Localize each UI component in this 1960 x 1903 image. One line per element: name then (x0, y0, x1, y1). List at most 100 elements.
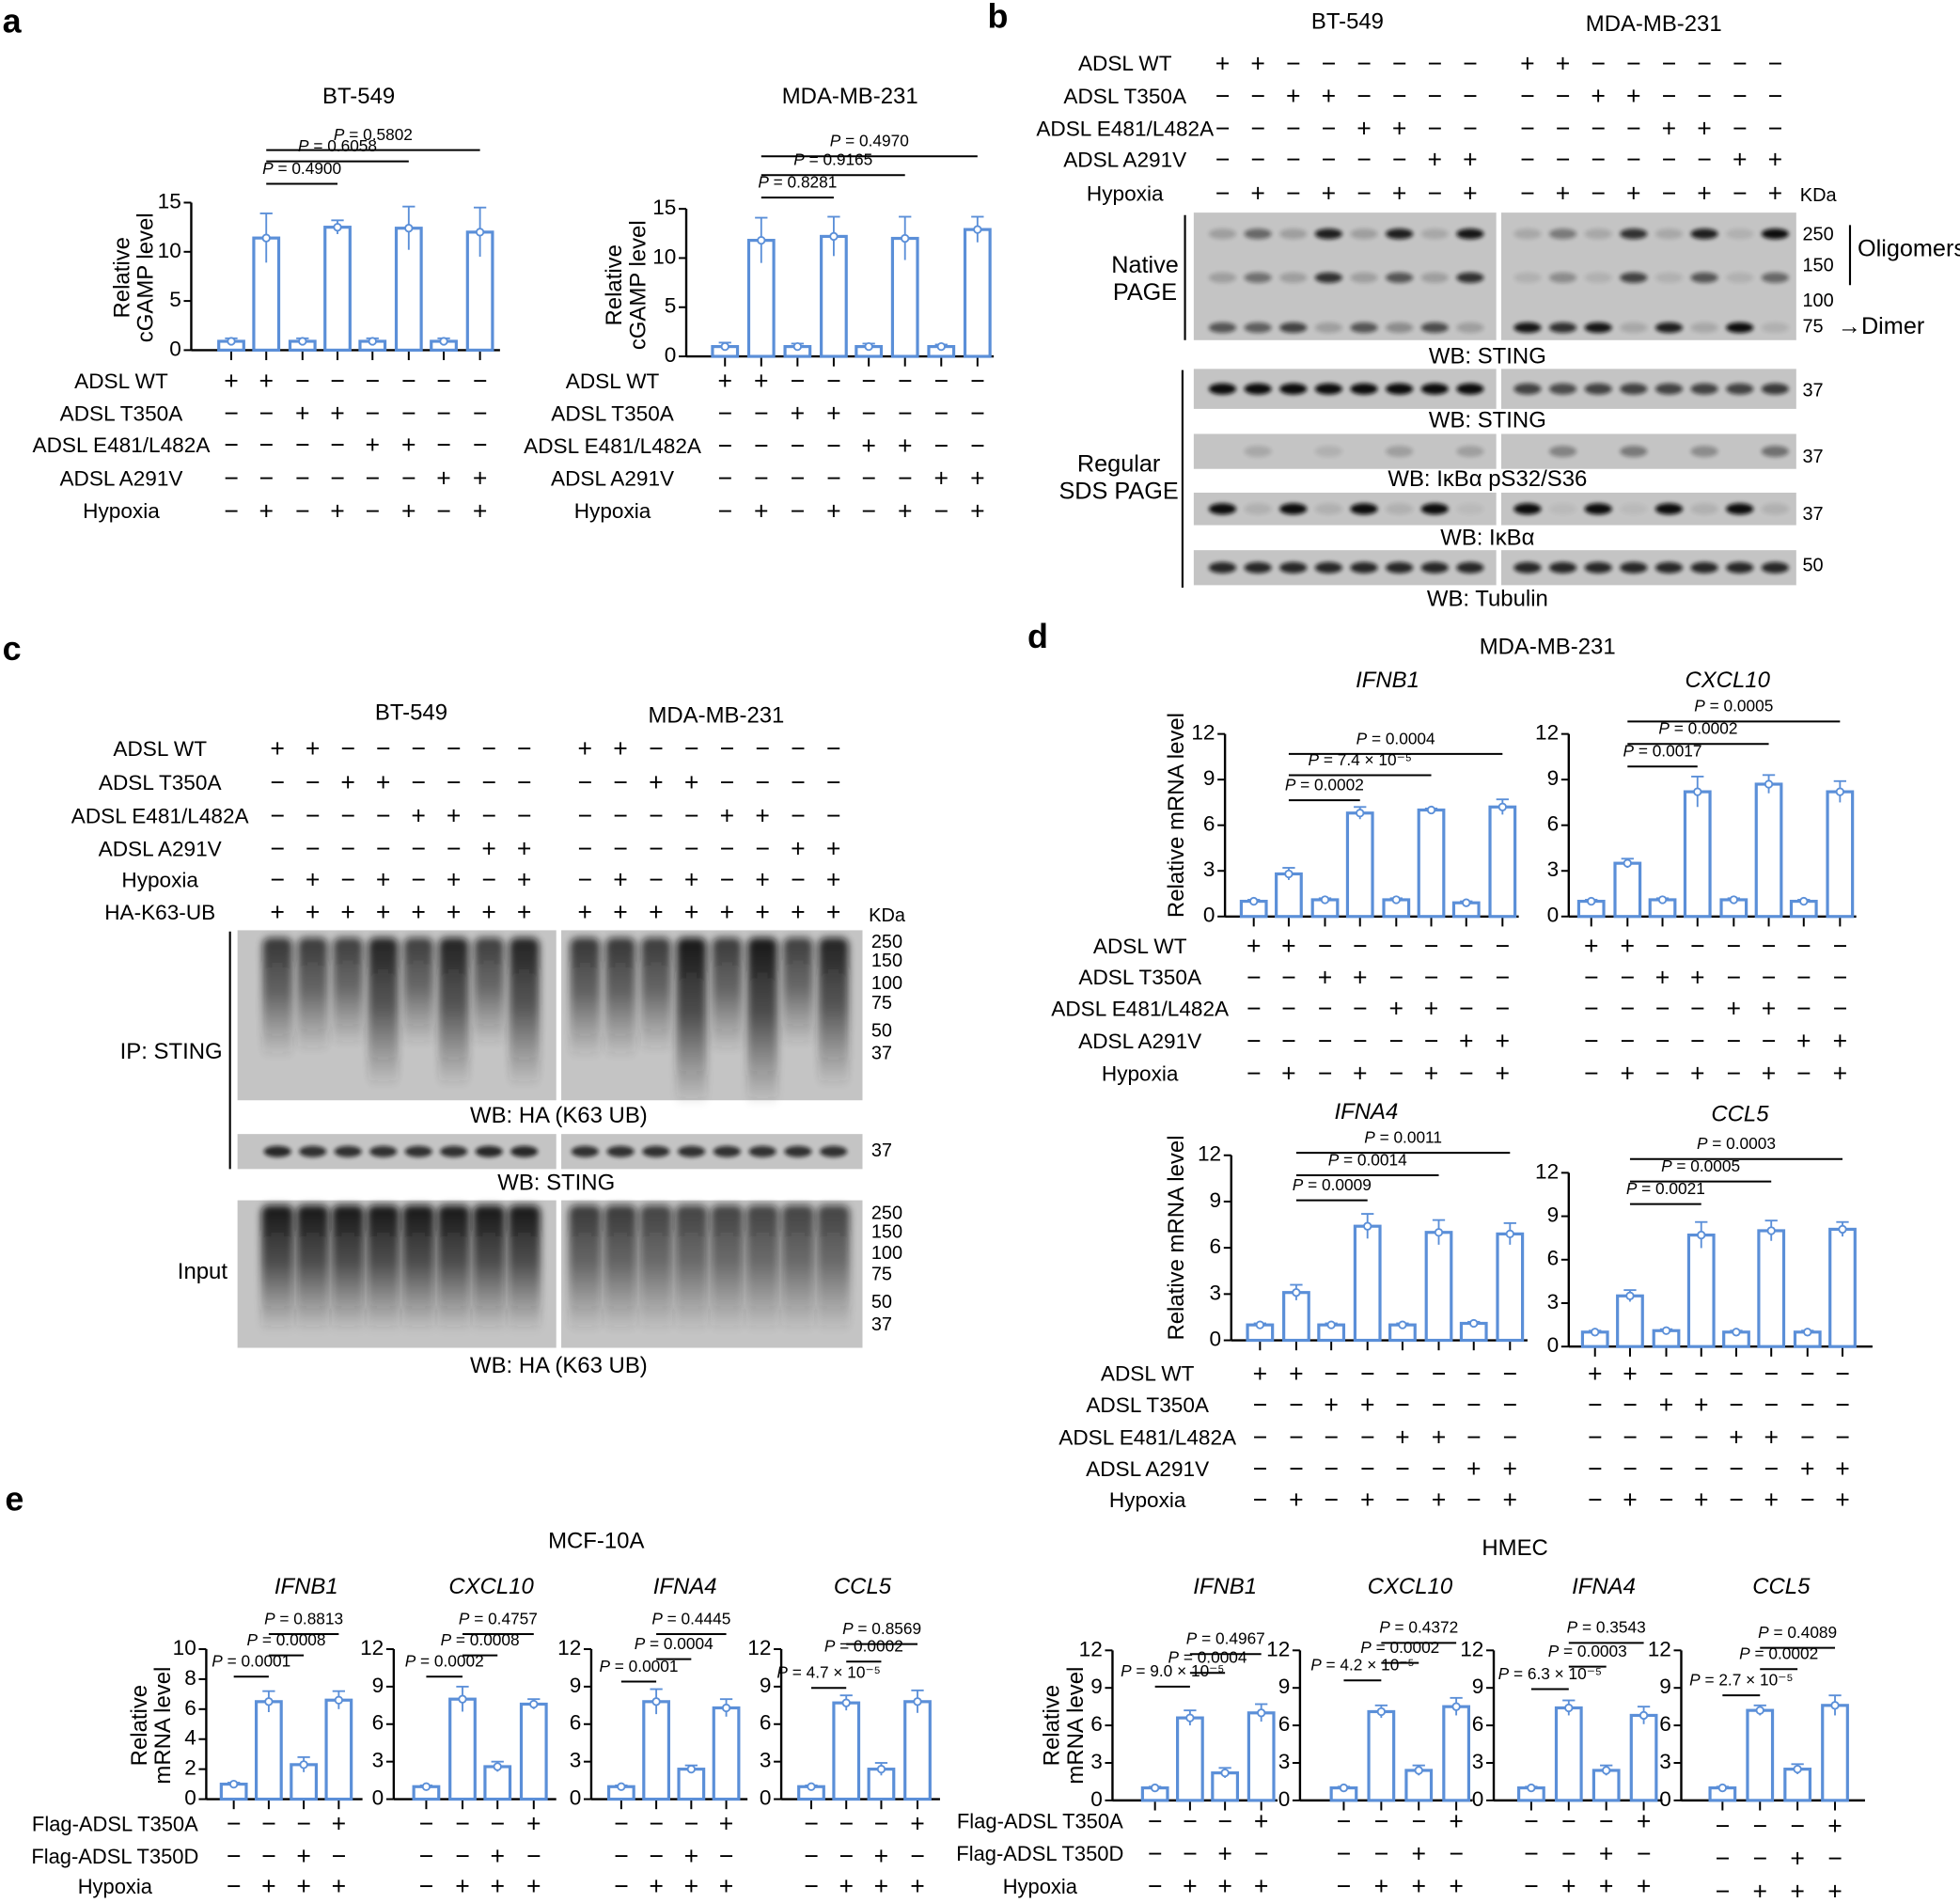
plus-sign: + (826, 496, 841, 525)
mean-point (404, 224, 414, 233)
band (1513, 383, 1542, 395)
mean-point (1587, 896, 1596, 906)
minus-sign: − (224, 464, 239, 493)
chart-title: IFNA4 (1334, 1099, 1398, 1124)
wb-label: WB: STING (1429, 408, 1546, 433)
minus-sign: − (481, 802, 496, 830)
condition-label: Hypoxia (1003, 1875, 1078, 1898)
mean-point (1693, 787, 1702, 796)
y-tick-label: 0 (184, 1786, 196, 1810)
p-value-label: P = 4.7 × 10⁻⁵ (776, 1663, 880, 1682)
p-value: = 0.0004 (1179, 1648, 1247, 1667)
y-tick-label: 6 (1659, 1712, 1671, 1736)
y-tick-label: 0 (1547, 904, 1560, 927)
plus-sign: + (473, 496, 488, 525)
minus-sign: − (826, 464, 841, 493)
band (1385, 272, 1414, 283)
plus-sign: + (719, 1810, 734, 1838)
plus-sign: + (1427, 146, 1442, 174)
mean-point (721, 1703, 731, 1713)
smear (605, 937, 636, 1060)
bar (642, 1700, 670, 1801)
plus-sign: + (473, 464, 488, 493)
minus-sign: − (1286, 114, 1301, 142)
minus-sign: − (754, 432, 769, 460)
y-tick-label: 3 (1090, 1750, 1103, 1773)
minus-sign: − (1591, 114, 1606, 142)
chart-d-ifnb1: IFNB1 Relative mRNA level 0 3 6 9 12 P = 0.0002… (1051, 668, 1519, 1088)
minus-sign: − (804, 1842, 819, 1870)
p-value-label: P = 0.0005 (1661, 1156, 1740, 1175)
p-value-label: P = 0.0004 (635, 1634, 713, 1653)
y-tick-label: 4 (184, 1726, 196, 1750)
minus-sign: − (1662, 49, 1677, 77)
ip-label: IP: STING (120, 1039, 223, 1064)
mean-point (1339, 1783, 1349, 1793)
plus-sign: + (447, 866, 462, 894)
p-value-label: P = 0.0004 (1356, 729, 1435, 747)
plus-sign: + (1250, 180, 1265, 208)
band (1420, 503, 1449, 515)
minus-sign: − (1835, 1391, 1850, 1419)
marker-kda: 37 (871, 1140, 892, 1161)
smear (262, 937, 293, 1060)
y-tick-label: 10 (173, 1636, 196, 1659)
p-symbol: P (1623, 742, 1635, 761)
plus-sign: + (411, 898, 426, 926)
plus-sign: + (755, 802, 770, 830)
mean-point (529, 1699, 539, 1709)
minus-sign: − (1662, 146, 1677, 174)
minus-sign: − (1449, 1839, 1464, 1867)
sds-blot (1193, 433, 1497, 469)
mean-point (1249, 896, 1259, 906)
condition-label: ADSL E481/L482A (1051, 997, 1230, 1020)
minus-sign: − (1659, 1455, 1674, 1483)
minus-sign: − (419, 1810, 434, 1838)
mean-point (1661, 1326, 1671, 1335)
mean-point (829, 231, 839, 242)
condition-label: ADSL E481/L482A (1058, 1426, 1237, 1450)
minus-sign: − (613, 834, 628, 862)
marker-kda: 150 (871, 951, 902, 971)
condition-label: Hypoxia (1102, 1062, 1179, 1086)
mean-point (1284, 869, 1294, 879)
panel-label-e: e (5, 1480, 24, 1518)
plus-sign: + (1289, 1486, 1304, 1514)
minus-sign: − (1626, 49, 1641, 77)
minus-sign: − (1324, 1360, 1339, 1388)
band (1584, 322, 1612, 334)
plus-sign: + (1588, 1360, 1603, 1388)
plus-sign: + (332, 1872, 347, 1900)
mean-point (1426, 805, 1436, 815)
minus-sign: − (1655, 1027, 1670, 1055)
minus-sign: − (826, 734, 841, 763)
p-symbol: P (298, 136, 309, 155)
smear (260, 1204, 294, 1333)
mean-point (1755, 1706, 1764, 1715)
bar (1442, 1705, 1471, 1802)
plus-sign: + (481, 898, 496, 926)
band (1314, 322, 1342, 334)
condition-label: ADSL WT (1093, 935, 1187, 958)
minus-sign: − (419, 1842, 434, 1870)
minus-sign: − (1733, 180, 1748, 208)
minus-sign: − (791, 768, 806, 796)
minus-sign: − (1318, 995, 1333, 1023)
mean-point (1830, 1701, 1840, 1710)
y-tick-label: 6 (1278, 1712, 1291, 1736)
y-tick-label: 9 (1210, 1188, 1222, 1212)
smear (818, 937, 849, 1089)
mean-point (651, 1697, 661, 1706)
marker-kda: 50 (1802, 556, 1823, 576)
mean-point (757, 235, 766, 245)
minus-sign: − (934, 432, 949, 460)
plus-sign: + (1697, 180, 1712, 208)
minus-sign: − (447, 768, 462, 796)
plus-sign: + (910, 1872, 925, 1900)
mean-point (1151, 1783, 1160, 1793)
band (1761, 228, 1789, 240)
plus-sign: + (490, 1842, 505, 1870)
